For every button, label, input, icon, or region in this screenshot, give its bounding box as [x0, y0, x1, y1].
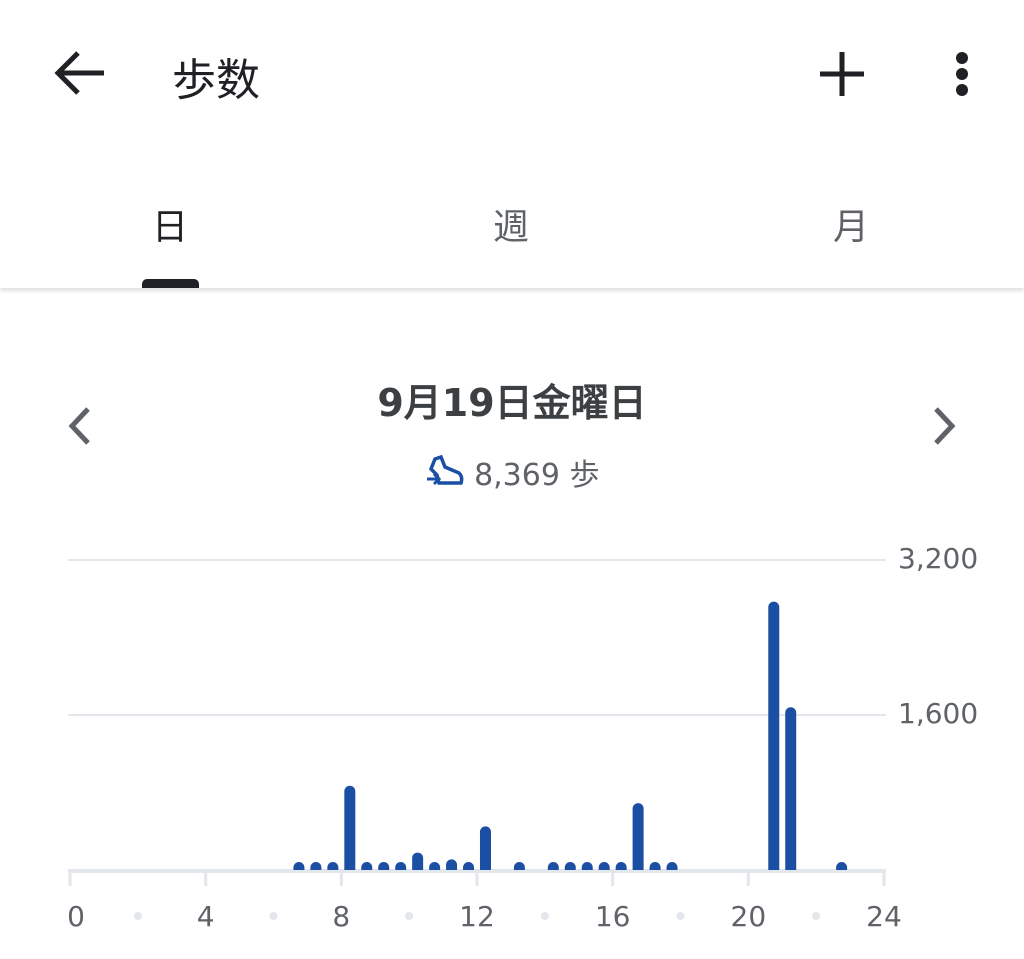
bar — [598, 862, 610, 870]
bar — [463, 862, 475, 870]
tab-day[interactable]: 日 — [151, 207, 188, 248]
chevron-left-icon[interactable] — [66, 406, 94, 446]
chevron-right-icon[interactable] — [930, 406, 958, 446]
page-title: 歩数 — [172, 55, 260, 106]
y-tick-label: 3,200 — [898, 542, 979, 575]
bar — [632, 803, 644, 870]
more-vert-icon[interactable] — [950, 50, 974, 98]
bar — [344, 785, 356, 870]
step-count: 8,369 歩 — [474, 458, 600, 493]
bar — [666, 862, 678, 870]
x-tick-label: 16 — [594, 900, 631, 933]
tab-month[interactable]: 月 — [832, 207, 869, 248]
bar — [581, 862, 593, 870]
bar — [836, 862, 848, 870]
x-tick-dot — [812, 912, 821, 920]
x-tick-label: 4 — [196, 900, 215, 933]
tab-indicator — [142, 279, 199, 288]
x-tick-label: 0 — [67, 900, 85, 933]
bar — [310, 862, 322, 870]
bar — [513, 862, 525, 870]
tab-week[interactable]: 週 — [492, 207, 529, 248]
x-tick-dot — [133, 912, 142, 920]
x-tick-dot — [540, 912, 549, 920]
bar — [785, 707, 797, 870]
bar — [378, 862, 390, 870]
step-total: 8,369 歩 — [0, 450, 1024, 494]
bar — [615, 862, 627, 870]
x-tick-dot — [676, 912, 685, 920]
y-tick-label: 1,600 — [898, 697, 979, 730]
bar — [479, 826, 491, 870]
x-tick-label: 8 — [332, 900, 351, 933]
x-tick-label: 20 — [730, 900, 767, 933]
bar — [395, 862, 407, 870]
shoe-icon — [426, 454, 463, 486]
x-tick-label: 24 — [866, 900, 902, 933]
bar — [649, 862, 661, 870]
bar — [547, 862, 559, 870]
bar — [361, 862, 373, 870]
x-tick-dot — [269, 912, 278, 920]
x-tick-dot — [405, 912, 414, 920]
plus-icon[interactable] — [818, 50, 866, 98]
bar — [564, 862, 576, 870]
date-label: 9月19日金曜日 — [377, 381, 647, 425]
bar — [327, 862, 339, 870]
bar — [293, 862, 305, 870]
bar — [429, 862, 441, 870]
bar — [768, 601, 780, 870]
bar — [412, 852, 424, 870]
bar — [446, 859, 458, 870]
arrow-left-icon[interactable] — [54, 50, 106, 96]
x-tick-label: 12 — [459, 900, 495, 933]
